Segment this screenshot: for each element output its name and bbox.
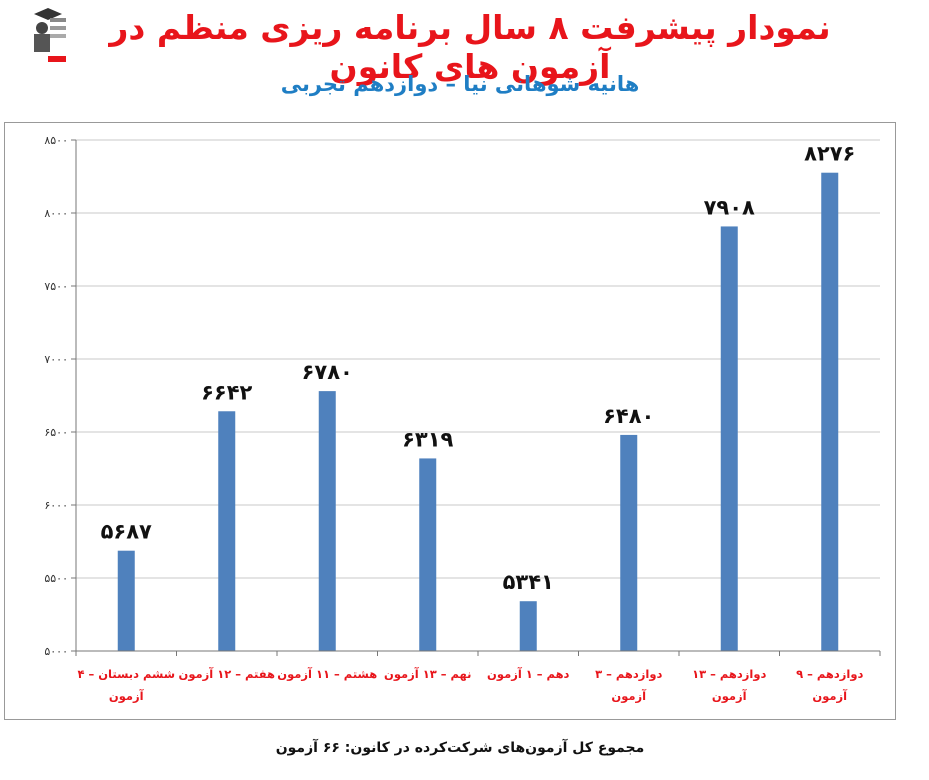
chart-title: نمودار پیشرفت ۸ سال برنامه ریزی منظم در … xyxy=(109,8,831,86)
y-tick-label: ۸۵۰۰ xyxy=(44,134,68,147)
bar xyxy=(720,226,738,651)
x-category-label: دهم – ۱ آزمون xyxy=(487,667,569,682)
x-category-label: آزمون xyxy=(712,689,748,704)
bar-value-label: ۶۴۸۰ xyxy=(603,404,654,428)
y-tick-label: ۶۵۰۰ xyxy=(44,426,68,439)
x-category-label: آزمون xyxy=(812,689,848,704)
y-tick-label: ۵۰۰۰ xyxy=(44,645,68,658)
bar-value-label: ۶۷۸۰ xyxy=(302,360,353,384)
bar xyxy=(519,601,537,651)
x-category-label: ششم دبستان – ۴ xyxy=(77,667,175,681)
x-category-label: هفتم – ۱۲ آزمون xyxy=(179,667,276,682)
bar-value-label: ۵۳۴۱ xyxy=(503,570,554,594)
y-tick-label: ۷۵۰۰ xyxy=(44,280,68,293)
bar xyxy=(117,550,135,651)
bar xyxy=(419,458,437,651)
x-category-label: دوازدهم – ۱۳ xyxy=(692,667,766,682)
chart-subtitle: هانیه شوهانی نیا – دوازدهم تجربی xyxy=(280,72,640,96)
bar-value-label: ۵۶۸۷ xyxy=(101,520,152,544)
bar-value-label: ۶۶۴۲ xyxy=(201,380,252,404)
chart-frame xyxy=(4,122,896,720)
y-tick-label: ۸۰۰۰ xyxy=(44,207,68,220)
x-category-label: دوازدهم – ۳ xyxy=(595,667,662,682)
bar-value-label: ۶۳۱۹ xyxy=(402,427,453,451)
bar-value-label: ۷۹۰۸ xyxy=(704,195,755,219)
bar xyxy=(318,391,336,651)
bar xyxy=(620,434,638,651)
bar xyxy=(821,172,839,652)
x-category-label: دوازدهم – ۹ xyxy=(796,667,863,682)
bar xyxy=(218,411,236,651)
x-category-label: هشتم – ۱۱ آزمون xyxy=(277,667,377,682)
y-tick-label: ۶۰۰۰ xyxy=(44,499,68,512)
y-tick-label: ۷۰۰۰ xyxy=(44,353,68,366)
x-category-label: آزمون xyxy=(109,689,145,704)
x-category-label: نهم – ۱۳ آزمون xyxy=(384,667,471,682)
total-exams-note: مجموع کل آزمون‌های شرکت‌کرده در کانون: ۶… xyxy=(275,740,645,756)
y-tick-label: ۵۵۰۰ xyxy=(44,572,68,585)
bar-value-label: ۸۲۷۶ xyxy=(804,142,855,166)
x-category-label: آزمون xyxy=(611,689,647,704)
kanoon-logo xyxy=(28,4,68,64)
